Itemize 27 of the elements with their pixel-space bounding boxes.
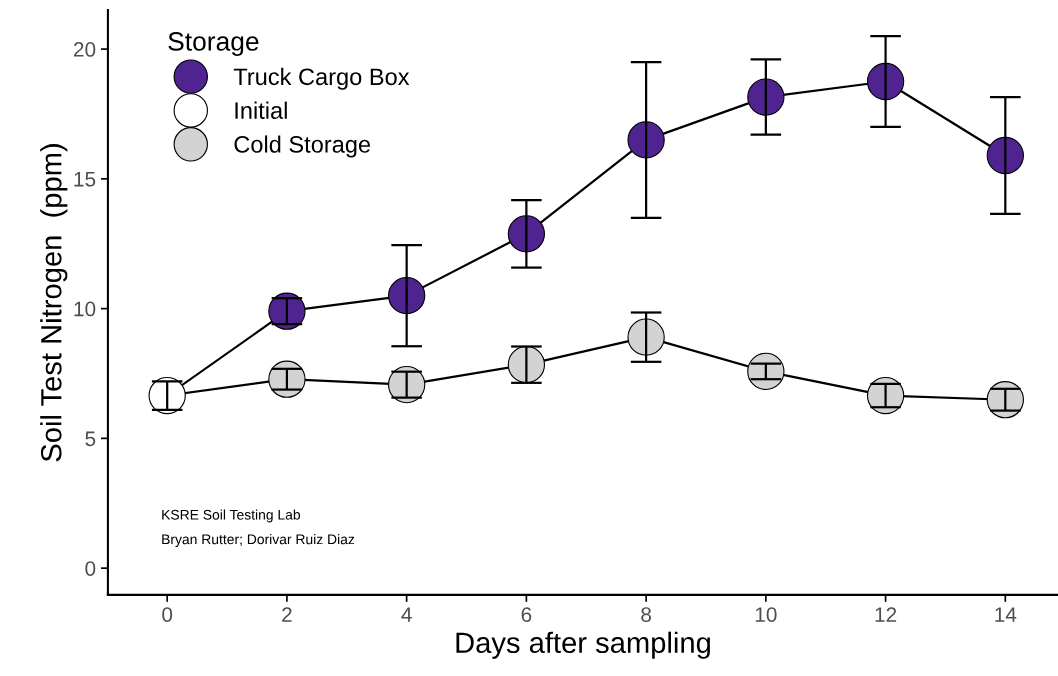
y-tick-label: 5 <box>85 431 96 447</box>
legend-label: Truck Cargo Box <box>233 67 410 90</box>
x-tick-label: 2 <box>282 607 292 622</box>
x-tick-label: 0 <box>162 607 173 622</box>
y-tick-label: 20 <box>73 42 96 57</box>
point <box>507 215 546 253</box>
x-tick-label: 10 <box>755 607 777 622</box>
y-tick-label: 0 <box>85 561 96 576</box>
x-tick-label: 6 <box>521 607 532 622</box>
point <box>627 121 665 159</box>
x-tick-label: 14 <box>995 607 1017 622</box>
x-tick-label: 4 <box>401 607 412 622</box>
y-tick-label: 10 <box>74 301 96 317</box>
legend-title: Storage <box>168 32 259 56</box>
point <box>747 78 785 116</box>
point <box>387 276 426 315</box>
annotation: Bryan Rutter; Dorivar Ruiz Diaz <box>162 534 355 547</box>
point <box>627 318 665 356</box>
annotation: KSRE Soil Testing Lab <box>162 509 301 523</box>
point <box>986 136 1024 175</box>
legend-label: Cold Storage <box>234 135 371 158</box>
x-tick-label: 12 <box>875 607 897 622</box>
x-axis-title: Days after sampling <box>456 631 710 659</box>
y-tick-label: 15 <box>74 172 96 187</box>
y-axis-title: Soil Test Nitrogen (ppm) <box>40 144 68 462</box>
x-tick-label: 8 <box>641 607 652 622</box>
legend-label: Initial <box>235 101 287 119</box>
